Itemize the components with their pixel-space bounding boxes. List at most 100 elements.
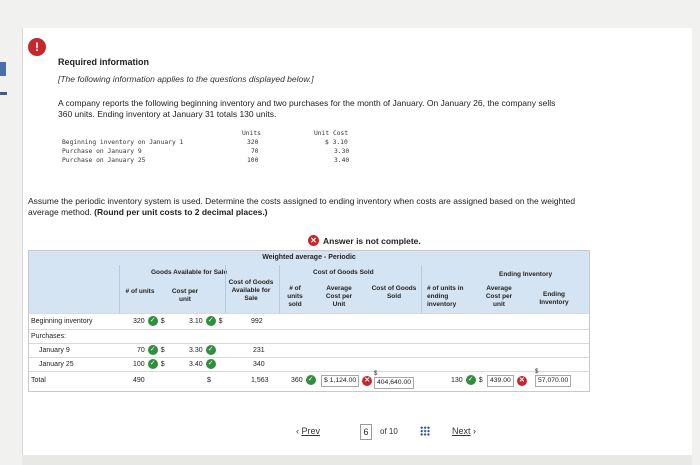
required-info-title: Required information: [58, 57, 150, 67]
given-row-label: Purchase on January 9: [62, 148, 142, 155]
dollar-sign: $: [478, 376, 483, 384]
units-sold-cell: 360 ✓: [291, 375, 316, 385]
jan9-cost-cell: 3.30 ✓: [189, 345, 216, 355]
beginning-cost-cell: 3.10 ✓ $: [189, 316, 223, 326]
hdr-cost-per-unit: Cost per unit: [171, 288, 199, 303]
alert-icon: !: [28, 38, 46, 56]
hdr-avg-cost-end: Average Cost per unit: [485, 285, 513, 308]
next-button[interactable]: Next ›: [452, 426, 476, 436]
beginning-cost: 3.10: [189, 317, 203, 325]
grid-icon[interactable]: [420, 426, 430, 436]
check-icon: ✓: [147, 359, 158, 369]
answer-status-label: Answer is not complete.: [323, 235, 421, 246]
dollar-sign: $: [218, 317, 223, 325]
table-title: Weighted average - Periodic: [262, 254, 356, 261]
beginning-units-cell: 320 ✓ $: [133, 316, 165, 326]
row-label-jan25: January 25: [39, 361, 74, 368]
check-icon: ✓: [465, 375, 476, 385]
col-divider: [421, 265, 422, 313]
instruction-rounding: (Round per unit costs to 2 decimal place…: [94, 207, 268, 217]
ending-inventory-input[interactable]: 57,070.00: [535, 375, 572, 387]
answer-status: ✕ Answer is not complete.: [308, 235, 421, 246]
check-icon: ✓: [205, 316, 216, 326]
given-row-label: Purchase on January 25: [62, 157, 146, 164]
given-col-units: Units: [242, 130, 261, 137]
dollar-sign: $: [160, 317, 165, 325]
given-col-cost: Unit Cost: [314, 130, 349, 137]
prev-button[interactable]: ‹ Prev: [296, 426, 320, 436]
group-available: Goods Available for Sale: [151, 269, 228, 276]
pagination: ‹ Prev 6 of 10 Next ›: [290, 420, 510, 444]
row-label-total: Total: [31, 377, 46, 384]
jan25-units-cell: 100 ✓ $: [133, 359, 165, 369]
row-label-jan9: January 9: [39, 347, 70, 354]
col-divider: [279, 265, 280, 313]
jan25-cost: 3.40: [189, 360, 203, 368]
col-divider: [119, 265, 120, 313]
beginning-units: 320: [133, 317, 145, 325]
jan9-units: 70: [137, 346, 145, 354]
chevron-left-icon: ‹: [296, 426, 299, 436]
dollar-sign: $: [160, 346, 165, 354]
cogs-input[interactable]: 404,640.00: [374, 377, 415, 389]
incorrect-icon: ✕: [516, 376, 527, 386]
jan9-units-cell: 70 ✓ $: [137, 345, 165, 355]
avg-cost-cell: $ 1,124.00 ✕: [321, 375, 373, 387]
chevron-right-icon: ›: [473, 426, 477, 436]
side-panel-tab[interactable]: [0, 62, 6, 76]
page-total: of 10: [380, 427, 398, 436]
given-row-units: 320: [247, 139, 259, 146]
jan9-cogas: 231: [253, 347, 265, 354]
given-row-units: 70: [251, 148, 259, 155]
group-ending: Ending Inventory: [499, 271, 553, 278]
check-icon: ✓: [147, 316, 158, 326]
units-end-cell: 130 ✓ $: [451, 375, 483, 385]
given-row-cost: 3.40: [334, 157, 350, 164]
hdr-avg-cost: Average Cost per Unit: [325, 285, 353, 308]
jan25-cost-cell: 3.40 ✓: [189, 359, 216, 369]
instruction-main: Assume the periodic inventory system is …: [28, 196, 576, 217]
incorrect-icon: ✕: [362, 376, 373, 386]
side-panel-rule: [0, 92, 7, 95]
avg-cost-input[interactable]: $ 1,124.00: [321, 375, 360, 387]
beginning-cogas: 992: [251, 318, 263, 325]
jan25-cogas: 340: [253, 361, 265, 368]
dollar-sign: $: [207, 377, 211, 384]
total-units-sold: 360: [291, 376, 303, 384]
avg-cost-end-cell: 439.00 ✕: [487, 375, 527, 387]
group-sold: Cost of Goods Sold: [313, 269, 374, 276]
hdr-units-sold: # of units sold: [287, 285, 303, 308]
incorrect-icon: ✕: [308, 235, 319, 246]
check-icon: ✓: [205, 359, 216, 369]
total-units-end: 130: [451, 376, 463, 384]
next-label: Next: [452, 426, 471, 436]
dollar-sign: $: [160, 360, 165, 368]
hdr-units-end: # of units in ending inventory: [427, 285, 464, 308]
total-cogas: 1,563: [251, 377, 269, 384]
col-divider: [225, 265, 226, 313]
total-units: 490: [133, 377, 145, 384]
avg-cost-end-input[interactable]: 439.00: [487, 375, 514, 387]
given-row-cost: 3.30: [334, 148, 350, 155]
prev-label: Prev: [301, 426, 321, 436]
current-page[interactable]: 6: [360, 424, 372, 440]
given-row-cost: $ 3.10: [325, 139, 348, 146]
check-icon: ✓: [305, 375, 316, 385]
weighted-average-table: Weighted average - Periodic Goods Availa…: [28, 250, 590, 392]
jan25-units: 100: [133, 360, 145, 368]
check-icon: ✓: [147, 345, 158, 355]
dollar-sign: $: [535, 369, 539, 375]
problem-statement: A company reports the following beginnin…: [58, 98, 556, 119]
given-row-label: Beginning inventory on January 1: [62, 139, 184, 146]
instruction-text: Assume the periodic inventory system is …: [28, 196, 588, 218]
given-row-units: 100: [247, 157, 259, 164]
table-header-band: [29, 251, 589, 313]
row-label-purchases: Purchases:: [31, 333, 67, 340]
row-label-beginning: Beginning inventory: [31, 318, 93, 325]
hdr-cogs: Cost of Goods Sold: [371, 285, 417, 300]
hdr-ending-inventory: Ending Inventory: [539, 291, 569, 306]
hdr-units: # of units: [125, 288, 155, 295]
question-card: [22, 28, 692, 465]
check-icon: ✓: [205, 345, 216, 355]
dollar-sign: $: [374, 371, 378, 377]
